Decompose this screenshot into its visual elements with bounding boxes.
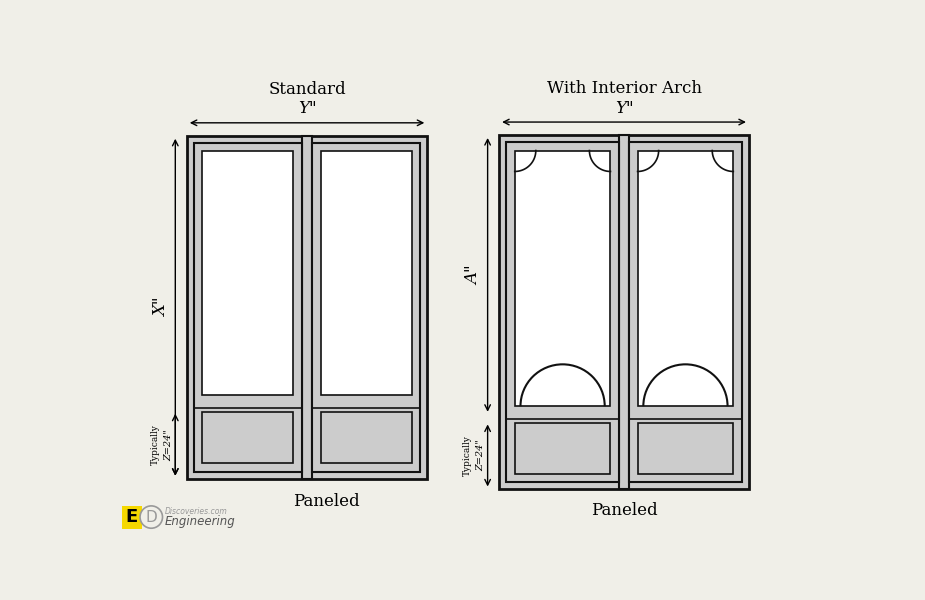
Bar [514,151,610,406]
Text: With Interior Arch: With Interior Arch [547,80,701,97]
Text: Y": Y" [298,100,316,118]
Bar [506,142,619,482]
FancyBboxPatch shape [122,506,142,529]
Text: Y": Y" [615,100,634,116]
Text: Typically: Typically [463,435,472,476]
Bar [514,423,610,474]
Bar [203,412,293,463]
Bar [203,151,293,395]
Bar [321,151,412,395]
Text: Z=24": Z=24" [476,440,486,472]
Bar [619,135,629,490]
Circle shape [140,506,163,528]
Text: Paneled: Paneled [293,493,360,510]
Text: Standard: Standard [268,81,346,98]
Text: Paneled: Paneled [591,502,658,520]
Bar [194,143,302,472]
Text: A": A" [465,265,482,285]
Text: Typically: Typically [151,424,160,465]
Text: X": X" [153,298,170,317]
Bar [500,135,749,490]
Bar [637,151,734,406]
Bar [187,136,427,479]
Text: Engineering: Engineering [165,515,235,528]
Bar [302,136,312,479]
Text: D: D [145,509,157,524]
Bar [629,142,742,482]
Bar [637,423,734,474]
Text: E: E [126,508,138,526]
Bar [312,143,420,472]
Text: Discoveries.com: Discoveries.com [165,507,228,516]
Text: Z=24": Z=24" [164,429,173,461]
Bar [321,412,412,463]
